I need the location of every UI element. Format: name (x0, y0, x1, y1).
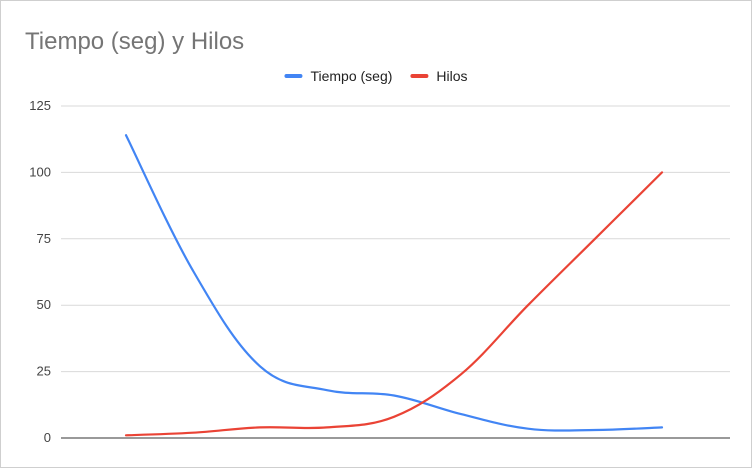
y-axis-tick-labels: 0 25 50 75 100 125 (29, 98, 51, 445)
y-tick-label-75: 75 (37, 231, 51, 246)
legend-label-tiempo-seg: Tiempo (seg) (310, 68, 392, 84)
legend-label-hilos: Hilos (436, 68, 467, 84)
y-tick-label-100: 100 (29, 164, 51, 179)
y-tick-label-125: 125 (29, 98, 51, 113)
chart-title: Tiempo (seg) y Hilos (25, 28, 244, 55)
legend: Tiempo (seg) Hilos (286, 68, 467, 84)
y-tick-label-0: 0 (44, 430, 51, 445)
y-tick-label-50: 50 (37, 297, 51, 312)
series-lines (126, 135, 662, 435)
series-line-tiempo-seg (126, 135, 662, 430)
y-tick-label-25: 25 (37, 364, 51, 379)
y-gridlines (61, 106, 730, 372)
